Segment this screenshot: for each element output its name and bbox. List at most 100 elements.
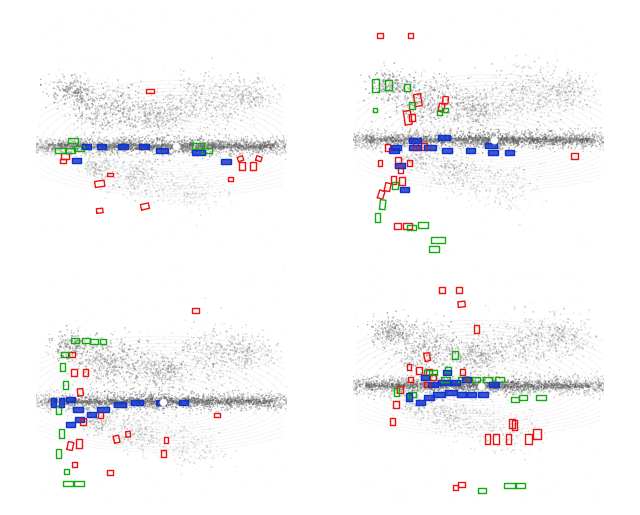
Point — [164, 360, 174, 369]
Point — [268, 82, 278, 91]
Point — [445, 126, 455, 134]
Point — [61, 137, 71, 145]
Point — [542, 14, 552, 23]
Point — [122, 362, 132, 370]
Point — [495, 142, 506, 150]
Point — [209, 349, 219, 357]
Point — [84, 403, 94, 411]
Point — [193, 97, 203, 106]
Point — [550, 391, 561, 399]
Point — [595, 129, 605, 137]
Point — [236, 399, 246, 407]
Point — [486, 390, 497, 399]
Point — [479, 377, 489, 386]
Point — [536, 88, 547, 96]
Point — [476, 457, 486, 465]
Point — [479, 359, 490, 367]
Point — [410, 376, 420, 385]
Point — [220, 53, 230, 61]
Point — [150, 150, 160, 158]
Point — [83, 159, 93, 167]
Point — [394, 326, 404, 334]
Point — [72, 336, 83, 344]
Point — [497, 134, 507, 142]
Point — [110, 394, 120, 402]
Point — [109, 434, 120, 442]
Point — [134, 117, 145, 126]
Point — [98, 344, 108, 352]
Point — [538, 404, 548, 412]
Point — [529, 307, 540, 315]
Point — [395, 318, 405, 327]
Point — [154, 403, 164, 411]
Point — [442, 414, 452, 422]
Point — [564, 82, 574, 91]
Point — [238, 187, 248, 196]
Point — [402, 78, 412, 86]
Point — [557, 139, 568, 147]
Point — [220, 397, 230, 405]
Point — [276, 403, 287, 411]
Point — [462, 177, 472, 185]
Point — [460, 132, 470, 140]
Point — [547, 96, 557, 104]
Point — [180, 94, 190, 102]
Point — [493, 133, 503, 142]
Point — [478, 352, 488, 360]
Point — [115, 153, 125, 162]
Point — [461, 24, 471, 32]
Point — [461, 409, 472, 417]
Point — [394, 83, 404, 91]
Point — [510, 345, 520, 353]
Point — [155, 145, 165, 153]
Point — [116, 364, 126, 372]
Point — [81, 399, 91, 407]
Point — [441, 347, 451, 355]
Point — [224, 148, 234, 157]
Point — [458, 127, 468, 135]
Point — [532, 96, 543, 105]
Point — [95, 388, 106, 397]
Point — [565, 94, 575, 102]
Point — [597, 372, 607, 381]
Point — [493, 103, 503, 111]
Point — [92, 146, 102, 154]
Point — [429, 387, 439, 396]
Point — [451, 4, 461, 12]
Point — [590, 87, 600, 95]
Point — [419, 341, 429, 350]
Point — [551, 386, 561, 394]
Point — [418, 370, 428, 379]
Point — [90, 120, 100, 128]
Point — [445, 168, 455, 176]
Point — [566, 265, 577, 273]
Point — [86, 417, 97, 425]
Point — [427, 497, 437, 506]
Point — [582, 116, 593, 124]
Point — [92, 114, 102, 123]
Point — [417, 164, 428, 173]
Point — [266, 398, 276, 406]
Point — [71, 460, 81, 468]
Point — [143, 144, 154, 152]
Point — [447, 379, 458, 387]
Point — [572, 141, 582, 149]
Point — [106, 410, 116, 418]
Point — [132, 400, 142, 408]
Point — [242, 393, 252, 401]
Point — [69, 318, 79, 327]
Point — [190, 100, 200, 109]
Point — [425, 367, 435, 375]
Point — [588, 134, 598, 143]
Point — [500, 433, 510, 441]
Point — [381, 347, 392, 355]
Point — [438, 134, 448, 143]
Point — [83, 142, 93, 150]
Point — [405, 133, 415, 142]
Point — [153, 144, 163, 152]
Point — [278, 141, 289, 149]
Point — [449, 388, 460, 397]
Point — [271, 279, 281, 287]
Point — [88, 89, 99, 97]
Point — [140, 398, 150, 406]
